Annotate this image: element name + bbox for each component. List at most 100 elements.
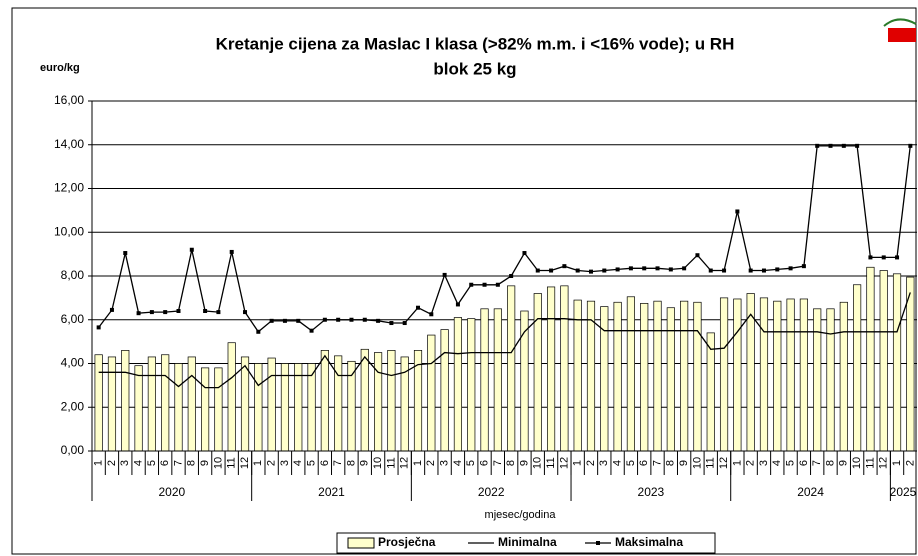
logo	[883, 18, 917, 42]
x-tick-label: 4	[771, 460, 783, 466]
bar	[107, 356, 117, 452]
legend-box	[336, 532, 716, 554]
line-marker	[535, 268, 540, 273]
line-marker	[123, 251, 128, 256]
chart-frame	[11, 7, 917, 555]
line-marker	[642, 266, 647, 271]
bar	[693, 301, 702, 452]
bar	[906, 276, 915, 452]
bar	[267, 357, 276, 452]
year-label: 2025	[890, 485, 917, 499]
bar	[360, 348, 369, 452]
line-marker	[269, 318, 274, 323]
bar	[254, 363, 263, 452]
bar	[533, 293, 542, 452]
x-tick-label: 7	[332, 460, 344, 466]
bar	[187, 356, 196, 452]
x-tick-label: 1	[572, 460, 584, 466]
x-tick-label: 8	[824, 460, 836, 466]
year-label: 2021	[318, 485, 345, 499]
x-tick-label: 2	[106, 460, 118, 466]
bar	[307, 363, 316, 452]
line-marker	[495, 282, 500, 287]
x-tick-label: 12	[558, 457, 570, 469]
bar	[427, 334, 436, 452]
x-tick-label: 3	[279, 460, 291, 466]
x-tick-label: 11	[864, 457, 876, 468]
x-tick-label: 4	[132, 460, 144, 466]
y-tick-label: 16,00	[54, 93, 84, 107]
x-tick-label: 2	[266, 460, 278, 466]
line-marker	[788, 266, 793, 271]
x-tick-label: 5	[146, 460, 158, 466]
x-tick-label: 11	[226, 457, 238, 468]
bar	[320, 350, 329, 452]
x-tick-label: 1	[93, 460, 105, 466]
legend-label: Minimalna	[498, 535, 557, 549]
y-tick-label: 12,00	[54, 181, 84, 195]
bar	[121, 350, 130, 452]
line-marker	[735, 209, 740, 214]
x-tick-label: 5	[784, 460, 796, 466]
x-tick-label: 12	[399, 457, 411, 469]
x-tick-label: 9	[199, 460, 211, 466]
x-tick-label: 6	[319, 460, 331, 466]
line-marker	[522, 251, 527, 256]
bar	[174, 363, 183, 452]
bar	[799, 298, 808, 452]
x-tick-label: 5	[625, 460, 637, 466]
bar	[653, 300, 662, 452]
bar	[467, 318, 476, 452]
x-tick-label: 9	[838, 460, 850, 466]
bar	[586, 300, 596, 452]
chart-title: Kretanje cijena za Maslac I klasa (>82% …	[216, 34, 735, 53]
line-marker	[482, 282, 487, 287]
y-tick-label: 8,00	[61, 268, 85, 282]
line-marker	[695, 253, 700, 258]
y-tick-label: 10,00	[54, 224, 84, 238]
line-marker	[828, 143, 833, 148]
year-label: 2024	[797, 485, 824, 499]
bar	[294, 363, 303, 452]
x-tick-label: 8	[665, 460, 677, 466]
x-tick-label: 11	[385, 457, 397, 468]
y-tick-label: 2,00	[61, 399, 85, 413]
line-marker	[801, 264, 806, 269]
line-marker	[96, 325, 101, 330]
line-marker	[815, 143, 820, 148]
x-tick-label: 3	[758, 460, 770, 466]
bar	[440, 329, 449, 452]
line-marker	[336, 317, 341, 322]
line-marker	[136, 311, 141, 316]
bar	[813, 308, 822, 452]
x-tick-label: 12	[239, 457, 251, 469]
bar	[161, 354, 170, 452]
line-marker	[109, 307, 114, 312]
line-marker	[229, 249, 234, 254]
bar	[147, 356, 156, 452]
line-marker	[722, 268, 727, 273]
line-marker	[282, 318, 287, 323]
line-marker	[429, 312, 434, 317]
line-marker	[615, 267, 620, 272]
line-marker	[562, 264, 567, 269]
line-marker	[761, 268, 766, 273]
x-tick-label: 3	[439, 460, 451, 466]
bar	[892, 273, 902, 452]
line-marker	[349, 317, 354, 322]
line-marker	[509, 274, 514, 278]
line-series	[98, 292, 911, 389]
line-marker	[376, 318, 381, 323]
legend-label: Maksimalna	[615, 535, 683, 549]
x-tick-label: 1	[412, 460, 424, 466]
bar	[334, 355, 343, 452]
bar	[214, 367, 223, 452]
x-tick-label: 10	[372, 457, 384, 469]
bar	[387, 350, 396, 452]
bar	[280, 363, 290, 452]
bar	[480, 308, 489, 452]
bar	[773, 300, 782, 452]
x-tick-label: 4	[292, 460, 304, 466]
